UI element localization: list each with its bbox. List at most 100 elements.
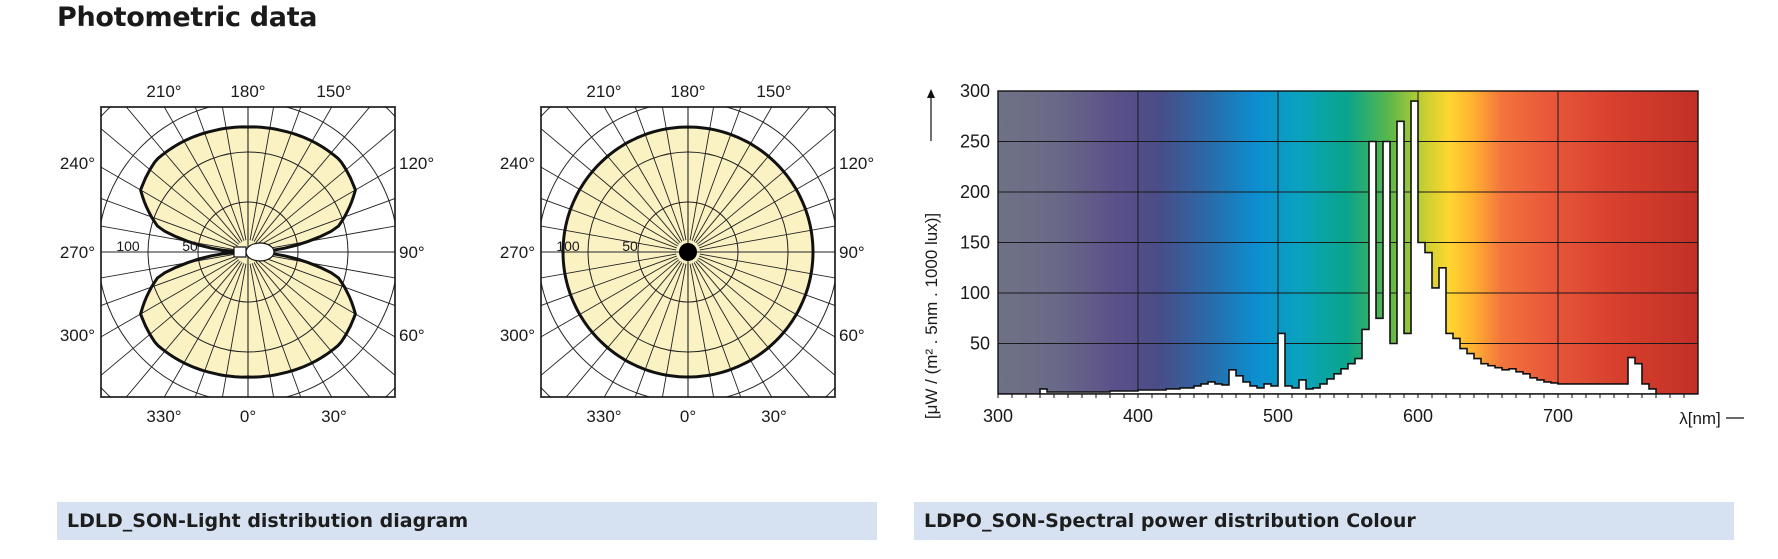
radial-spoke <box>163 262 243 397</box>
radial-spoke <box>101 166 238 247</box>
radial-spoke <box>603 107 683 242</box>
radial-spoke <box>691 263 742 397</box>
spectral-power-curve <box>998 100 1698 394</box>
x-tick-label-300: 300 <box>983 406 1013 426</box>
polar-frame <box>540 106 836 398</box>
radial-spoke <box>699 255 835 306</box>
radial-spoke <box>255 107 371 244</box>
radial-label-50: 50 <box>182 238 198 254</box>
angle-label-bottom: 330° <box>586 407 621 426</box>
radial-spoke <box>696 128 835 245</box>
radial-spoke <box>101 128 240 245</box>
x-axis-label: λ[nm] <box>1679 409 1721 428</box>
radial-spoke <box>221 107 247 241</box>
spectral-plot-area <box>998 91 1698 394</box>
x-tick-label-700: 700 <box>1543 406 1573 426</box>
angle-label-top: 180° <box>230 82 265 101</box>
angle-label-top: 150° <box>316 82 351 101</box>
angle-label-left: 240° <box>500 154 535 173</box>
radial-spoke <box>256 128 395 245</box>
radial-label-50: 50 <box>622 238 638 254</box>
radial-spoke <box>253 107 333 242</box>
radial-spoke <box>634 263 685 397</box>
radial-spoke <box>101 259 240 376</box>
radial-spoke <box>699 198 835 249</box>
radial-spoke <box>695 260 811 397</box>
radial-spoke <box>249 263 275 397</box>
angle-label-top: 180° <box>670 82 705 101</box>
angle-label-top: 210° <box>586 82 621 101</box>
y-tick-label-200: 200 <box>960 182 990 202</box>
radial-spoke <box>541 166 678 247</box>
page-title: Photometric data <box>57 2 318 33</box>
angle-label-left: 240° <box>60 154 95 173</box>
radial-spoke <box>101 255 237 306</box>
radial-spoke <box>101 257 238 338</box>
radial-spoke <box>221 263 247 397</box>
radial-spoke <box>541 128 680 245</box>
caption-spectral-power: LDPO_SON-Spectral power distribution Col… <box>914 502 1734 540</box>
distribution-curve <box>139 125 357 379</box>
radial-spoke <box>258 257 395 338</box>
angle-label-bottom: 30° <box>321 407 347 426</box>
x-tick-label-400: 400 <box>1123 406 1153 426</box>
radial-spoke <box>541 259 680 376</box>
radial-spoke <box>541 198 677 249</box>
radial-spoke <box>691 107 742 241</box>
spectral-chart-svg: 300 400 500 600 700 50 100 150 200 250 300 λ[nm] [μW… <box>922 81 1760 428</box>
y-tick-label-50: 50 <box>970 334 990 354</box>
radial-spoke <box>163 107 243 242</box>
lamp-base-icon <box>233 246 247 258</box>
angle-label-right: 90° <box>399 243 425 262</box>
caption-light-distribution: LDLD_SON-Light distribution diagram <box>57 502 877 540</box>
radial-spoke <box>699 225 835 251</box>
radial-spoke <box>251 107 302 241</box>
polar-plot-area: 100 50 <box>101 107 395 397</box>
radial-spoke <box>259 198 395 249</box>
radial-spoke <box>565 107 681 244</box>
radial-label-100: 100 <box>556 238 580 254</box>
polar-frame <box>100 106 396 398</box>
radial-spoke <box>541 255 677 306</box>
distribution-fill <box>140 126 356 378</box>
radial-spoke <box>693 107 773 242</box>
radial-spoke <box>698 257 835 338</box>
radial-spoke <box>255 260 371 397</box>
radial-spoke <box>693 262 773 397</box>
angle-label-left: 300° <box>500 326 535 345</box>
polar-plot-area: 100 50 <box>541 107 835 397</box>
radial-spoke <box>125 260 241 397</box>
x-tick-label-600: 600 <box>1403 406 1433 426</box>
y-tick-label-150: 150 <box>960 233 990 253</box>
angle-label-bottom: 0° <box>240 407 256 426</box>
polar-chart-left: 100 50 210° 180° 150° 330° 0° 30° 240° 270° 300° 12… <box>44 70 444 435</box>
distribution-curve <box>561 125 815 379</box>
angle-label-right: 60° <box>839 326 865 345</box>
radial-spoke <box>699 253 835 279</box>
lamp-center-dot <box>679 243 697 261</box>
radial-spoke <box>696 259 835 376</box>
radial-spoke <box>689 263 715 397</box>
radial-spoke <box>565 260 681 397</box>
y-tick-label-100: 100 <box>960 283 990 303</box>
radial-spoke <box>695 107 811 244</box>
radial-spoke <box>661 107 687 241</box>
radial-spoke <box>194 107 245 241</box>
radial-spoke <box>258 166 395 247</box>
radial-label-100: 100 <box>116 238 140 254</box>
angle-label-bottom: 0° <box>680 407 696 426</box>
y-tick-label-300: 300 <box>960 81 990 101</box>
radial-spoke <box>251 263 302 397</box>
angle-label-top: 150° <box>756 82 791 101</box>
angle-label-top: 210° <box>146 82 181 101</box>
polar-chart-right-svg: 100 50 210° 180° 150° 330° 0° 30° 240° 270° 300° 12… <box>500 82 874 426</box>
radial-spoke <box>259 255 395 306</box>
radial-spoke <box>541 225 677 251</box>
radial-spoke <box>541 257 678 338</box>
y-axis-arrowhead <box>927 89 935 98</box>
angle-label-right: 120° <box>839 154 874 173</box>
angle-label-bottom: 30° <box>761 407 787 426</box>
radial-spoke <box>101 198 237 249</box>
angle-label-left: 270° <box>60 243 95 262</box>
radial-spoke <box>125 107 241 244</box>
